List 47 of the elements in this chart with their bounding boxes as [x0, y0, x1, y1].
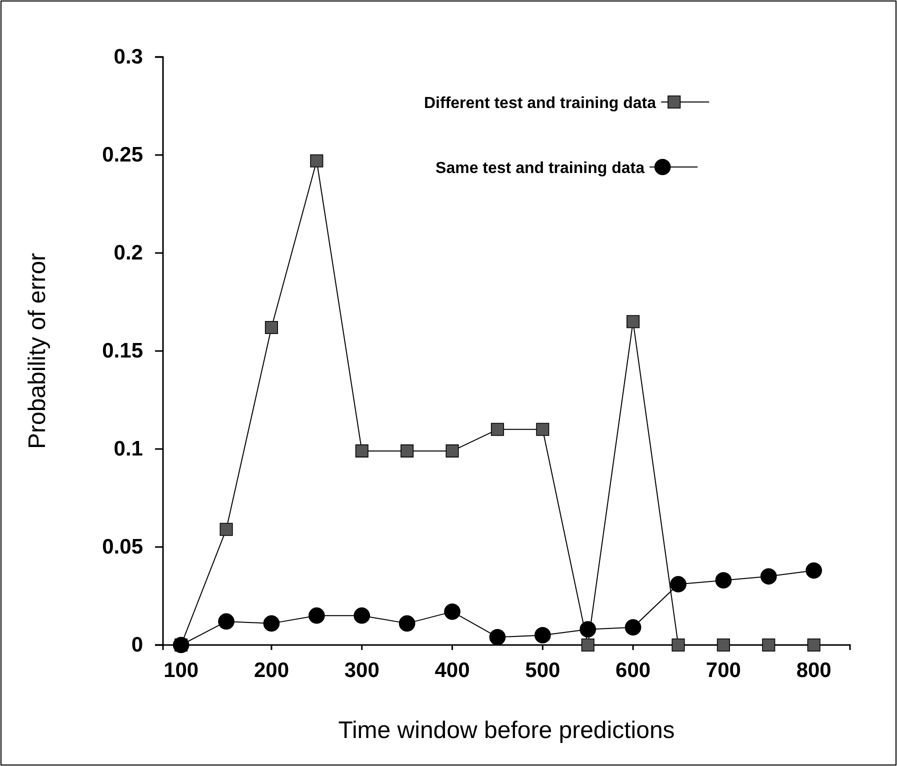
y-axis-title: Probability of error: [24, 252, 51, 450]
point: [444, 604, 460, 620]
point: [806, 562, 822, 579]
point: [490, 422, 504, 436]
point: [760, 568, 777, 585]
x-tick-label: 100: [164, 658, 199, 682]
point: [355, 444, 368, 458]
x-tick-label: 600: [616, 658, 651, 682]
point: [446, 444, 459, 458]
point: [762, 638, 776, 652]
x-tick-label: 400: [434, 658, 470, 682]
point: [310, 154, 324, 168]
y-tick-label: 0.05: [102, 536, 144, 559]
y-tick-label: 0.1: [114, 438, 144, 461]
x-tick-label: 800: [796, 658, 832, 682]
y-tick-label: 0.3: [114, 46, 143, 69]
point: [354, 607, 370, 624]
point: [536, 422, 550, 436]
y-tick-label: 0.25: [102, 144, 144, 167]
point: [580, 621, 596, 638]
point: [581, 638, 594, 652]
point: [218, 613, 234, 630]
point: [534, 627, 551, 644]
point: [624, 619, 642, 636]
point: [715, 572, 732, 588]
x-tick-label: 500: [525, 658, 560, 682]
legend-label: Different test and training data: [424, 95, 656, 112]
point: [264, 320, 278, 334]
point: [308, 607, 325, 624]
x-axis-title: Time window before predictions: [338, 717, 675, 744]
point: [716, 638, 730, 652]
y-tick-label: 0: [131, 634, 143, 657]
x-tick-label: 300: [344, 658, 380, 682]
point: [626, 315, 640, 328]
x-tick-label: 200: [254, 658, 289, 682]
y-tick-label: 0.15: [102, 340, 144, 363]
point: [263, 615, 280, 632]
x-tick-label: 700: [706, 658, 741, 682]
point: [489, 629, 506, 646]
point: [807, 638, 820, 652]
y-tick-label: 0.2: [114, 242, 143, 265]
point: [398, 615, 416, 632]
legend-label: Same test and training data: [436, 160, 645, 177]
point: [672, 638, 685, 652]
point: [220, 522, 233, 536]
point: [670, 576, 686, 592]
point: [400, 444, 414, 458]
